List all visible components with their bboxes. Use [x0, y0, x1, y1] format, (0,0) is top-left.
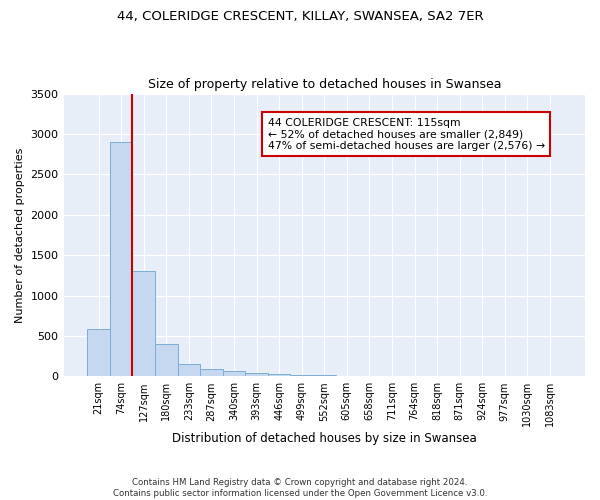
- Bar: [223, 372, 245, 376]
- Bar: [178, 364, 200, 376]
- Bar: [133, 272, 155, 376]
- Text: 44, COLERIDGE CRESCENT, KILLAY, SWANSEA, SA2 7ER: 44, COLERIDGE CRESCENT, KILLAY, SWANSEA,…: [116, 10, 484, 23]
- Y-axis label: Number of detached properties: Number of detached properties: [15, 148, 25, 322]
- Bar: [268, 374, 290, 376]
- Text: Contains HM Land Registry data © Crown copyright and database right 2024.
Contai: Contains HM Land Registry data © Crown c…: [113, 478, 487, 498]
- Title: Size of property relative to detached houses in Swansea: Size of property relative to detached ho…: [148, 78, 501, 91]
- X-axis label: Distribution of detached houses by size in Swansea: Distribution of detached houses by size …: [172, 432, 476, 445]
- Bar: [200, 369, 223, 376]
- Bar: [87, 330, 110, 376]
- Bar: [155, 344, 178, 376]
- Bar: [110, 142, 133, 376]
- Bar: [245, 373, 268, 376]
- Bar: [290, 375, 313, 376]
- Text: 44 COLERIDGE CRESCENT: 115sqm
← 52% of detached houses are smaller (2,849)
47% o: 44 COLERIDGE CRESCENT: 115sqm ← 52% of d…: [268, 118, 545, 151]
